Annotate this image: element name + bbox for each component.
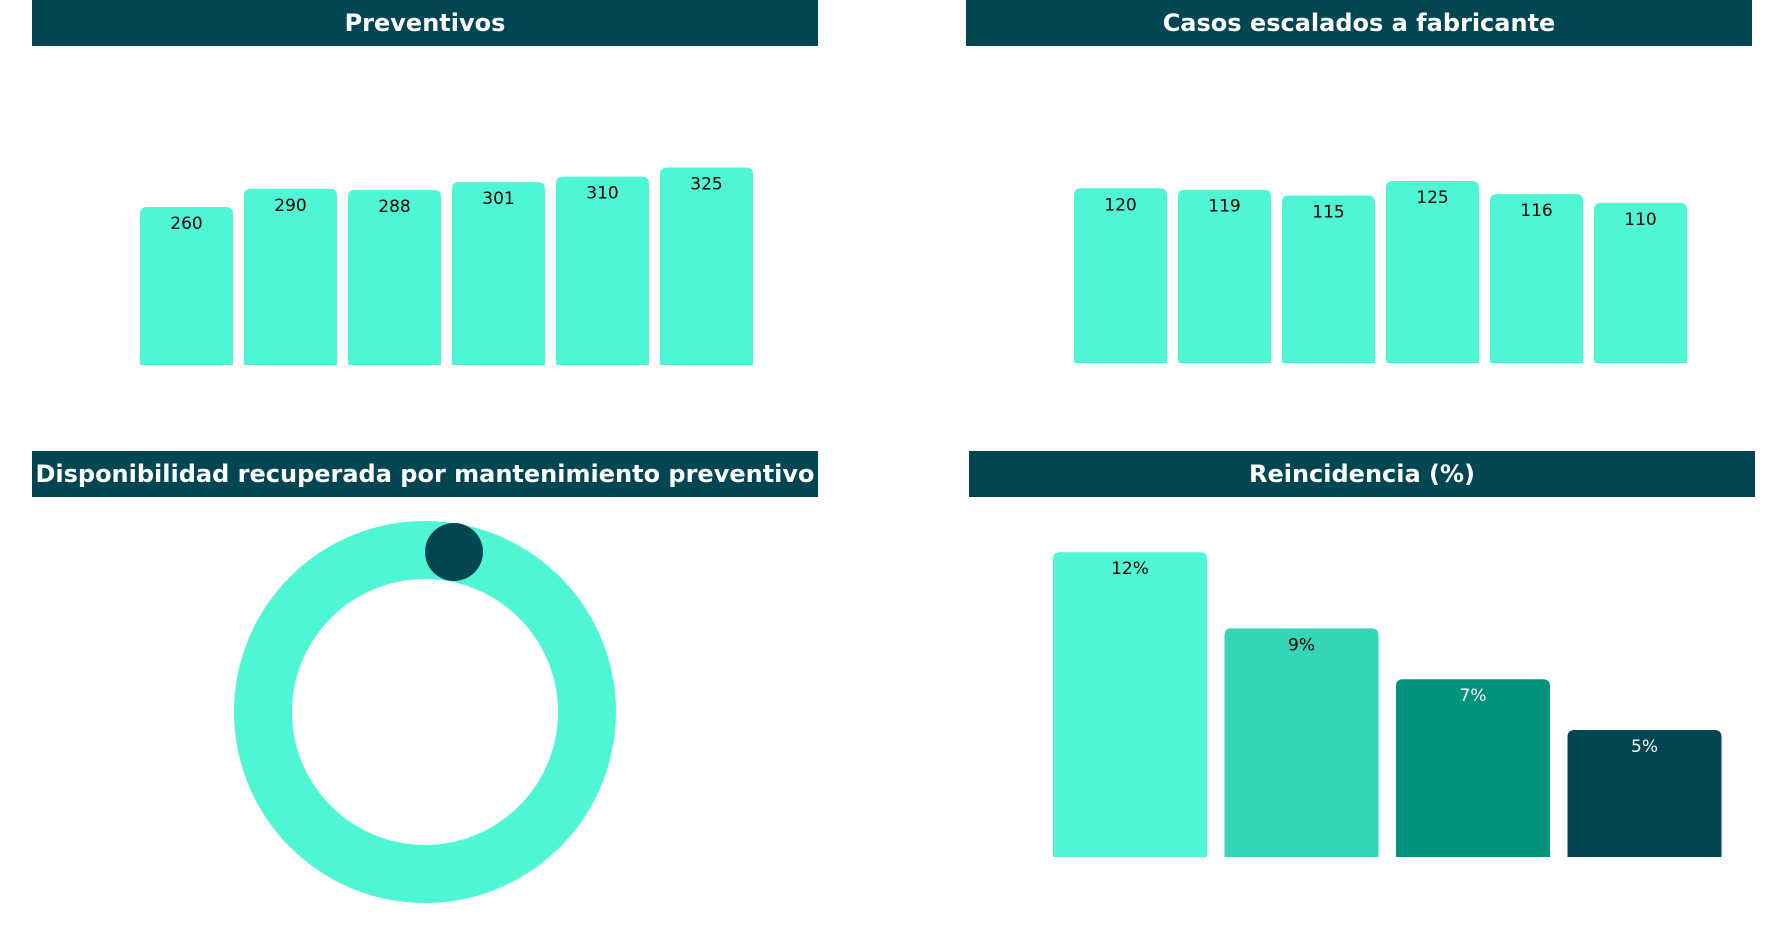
reincidencia-bar-label-3: 7% [1460, 686, 1487, 706]
casos-bar-5 [1490, 194, 1583, 363]
casos-bar-6 [1594, 202, 1687, 363]
casos-bar-label-6: 110 [1624, 210, 1656, 230]
casos-bar-label-5: 116 [1520, 201, 1552, 221]
chart-title-disponibilidad: Disponibilidad recuperada por mantenimie… [32, 451, 818, 497]
casos-bar-1 [1074, 188, 1167, 363]
casos-bar-label-1: 120 [1104, 195, 1136, 215]
preventivos-bar-6 [660, 167, 753, 365]
reincidencia-bar-label-4: 5% [1631, 737, 1658, 757]
chart-title-reincidencia: Reincidencia (%) [969, 451, 1755, 497]
preventivos-bar-label-1: 260 [170, 214, 202, 234]
preventivos-bar-1 [140, 206, 233, 365]
casos-bar-label-4: 125 [1416, 188, 1448, 208]
preventivos-bar-2 [244, 188, 337, 365]
reincidencia-bar-4 [1567, 730, 1722, 857]
reincidencia-bar-1 [1053, 552, 1207, 857]
preventivos-bar-label-6: 325 [690, 174, 722, 194]
preventivos-bar-label-3: 288 [378, 197, 410, 217]
reincidencia-bar-label-1: 12% [1111, 559, 1149, 579]
preventivos-bar-label-4: 301 [482, 189, 514, 209]
chart-title-casos-escalados: Casos escalados a fabricante [966, 0, 1752, 46]
donut-marker [425, 523, 483, 581]
preventivos-bar-3 [348, 189, 441, 365]
casos-bar-label-3: 115 [1312, 203, 1344, 223]
casos-bar-4 [1386, 181, 1479, 363]
reincidencia-bar-label-2: 9% [1288, 635, 1315, 655]
reincidencia-bar-2 [1224, 628, 1379, 857]
reincidencia-bar-3 [1396, 679, 1550, 857]
preventivos-bar-label-5: 310 [586, 184, 618, 204]
donut-ring [234, 521, 616, 903]
casos-bar-2 [1178, 189, 1271, 363]
chart-title-preventivos: Preventivos [32, 0, 818, 46]
preventivos-bar-5 [556, 176, 649, 365]
casos-bar-label-2: 119 [1208, 197, 1240, 217]
preventivos-bar-label-2: 290 [274, 196, 306, 216]
preventivos-bar-4 [452, 182, 545, 365]
casos-bar-3 [1282, 195, 1375, 363]
